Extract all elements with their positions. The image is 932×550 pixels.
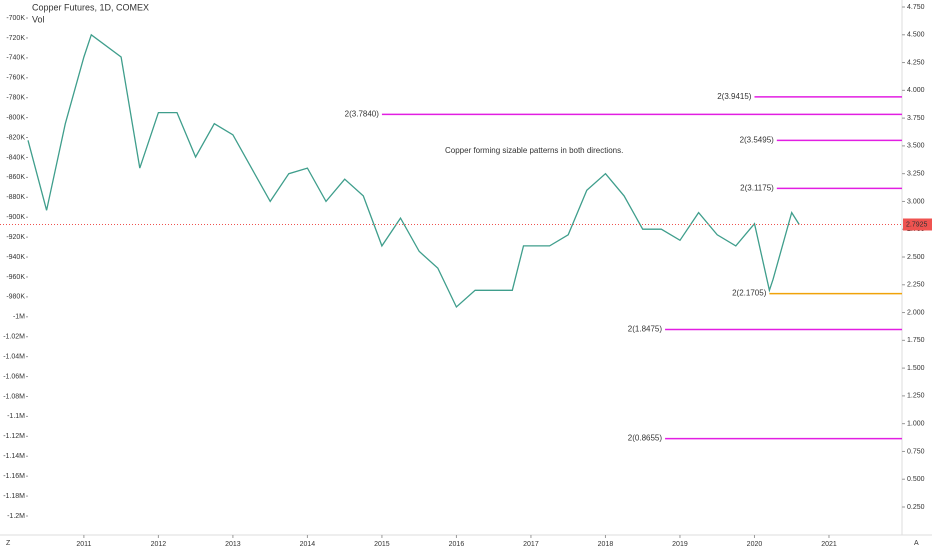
y2-tick-label: -1.18M (3, 493, 25, 500)
y2-tick-label: -900K (6, 214, 25, 221)
x-tick-label: 2017 (523, 541, 539, 548)
y2-tick-label: -780K (6, 95, 25, 102)
y2-tick-label: -1.14M (3, 453, 25, 460)
y-tick-label: 4.000 (907, 87, 925, 94)
y2-tick-label: -800K (6, 114, 25, 121)
y-tick-label: 1.500 (907, 365, 925, 372)
y-tick-label: 2.250 (907, 282, 925, 289)
volume-label: Vol (32, 14, 45, 24)
y2-tick-label: -740K (6, 55, 25, 62)
x-tick-label: 2020 (747, 541, 763, 548)
y-tick-label: 2.000 (907, 309, 925, 316)
chart-title: Copper Futures, 1D, COMEX (32, 2, 149, 12)
y2-tick-label: -1.2M (7, 513, 25, 520)
y2-tick-label: -1.12M (3, 433, 25, 440)
auto-button[interactable]: A (914, 540, 919, 547)
y2-tick-label: -1.1M (7, 413, 25, 420)
x-tick-label: 2012 (151, 541, 167, 548)
last-price-box (903, 218, 932, 231)
level-label: 2(3.7840) (345, 109, 380, 118)
y2-tick-label: -920K (6, 234, 25, 241)
x-tick-label: 2019 (672, 541, 688, 548)
x-tick-label: 2011 (76, 541, 91, 548)
y-tick-label: 4.750 (907, 4, 925, 11)
y2-tick-label: -760K (6, 75, 25, 82)
level-label: 2(3.9415) (717, 92, 752, 101)
annotation: Copper forming sizable patterns in both … (445, 146, 623, 155)
y2-tick-label: -960K (6, 274, 25, 281)
y-tick-label: 2.500 (907, 254, 925, 261)
y-tick-label: 4.500 (907, 32, 925, 39)
y-tick-label: 3.500 (907, 143, 925, 150)
level-label: 2(2.1705) (732, 289, 767, 298)
y2-tick-label: -940K (6, 254, 25, 261)
y2-tick-label: -860K (6, 174, 25, 181)
x-tick-label: 2018 (598, 541, 614, 548)
y-tick-label: 1.250 (907, 393, 925, 400)
y2-tick-label: -980K (6, 294, 25, 301)
y-tick-label: 4.250 (907, 59, 925, 66)
y-tick-label: 0.500 (907, 476, 925, 483)
y2-tick-label: -820K (6, 134, 25, 141)
x-tick-label: 2015 (374, 541, 390, 548)
y2-tick-label: -720K (6, 35, 25, 42)
y-tick-label: 0.250 (907, 504, 925, 511)
last-price-label: 2.7925 (906, 221, 928, 228)
y-tick-label: 3.250 (907, 171, 925, 178)
y2-tick-label: -1.16M (3, 473, 25, 480)
x-tick-label: 2016 (449, 541, 465, 548)
z-button[interactable]: Z (6, 540, 11, 547)
level-label: 2(1.8475) (628, 325, 663, 334)
level-label: 2(3.1175) (740, 183, 774, 192)
x-tick-label: 2014 (300, 541, 316, 548)
y2-tick-label: -1.02M (3, 334, 25, 341)
y2-tick-label: -700K (6, 15, 25, 22)
y-tick-label: 1.750 (907, 337, 925, 344)
level-label: 2(3.5495) (740, 135, 775, 144)
y2-tick-label: -1.04M (3, 353, 25, 360)
y2-tick-label: -880K (6, 194, 25, 201)
y2-tick-label: -1.06M (3, 373, 25, 380)
y2-tick-label: -1M (13, 314, 25, 321)
price-line (27, 33, 800, 309)
x-tick-label: 2021 (821, 541, 837, 548)
y-tick-label: 3.000 (907, 198, 925, 205)
y-tick-label: 0.750 (907, 448, 925, 455)
level-label: 2(0.8655) (628, 434, 663, 443)
y2-tick-label: -840K (6, 154, 25, 161)
x-tick-label: 2013 (225, 541, 241, 548)
y2-tick-label: -1.08M (3, 393, 25, 400)
y-tick-label: 3.750 (907, 115, 925, 122)
y-tick-label: 1.000 (907, 421, 925, 428)
